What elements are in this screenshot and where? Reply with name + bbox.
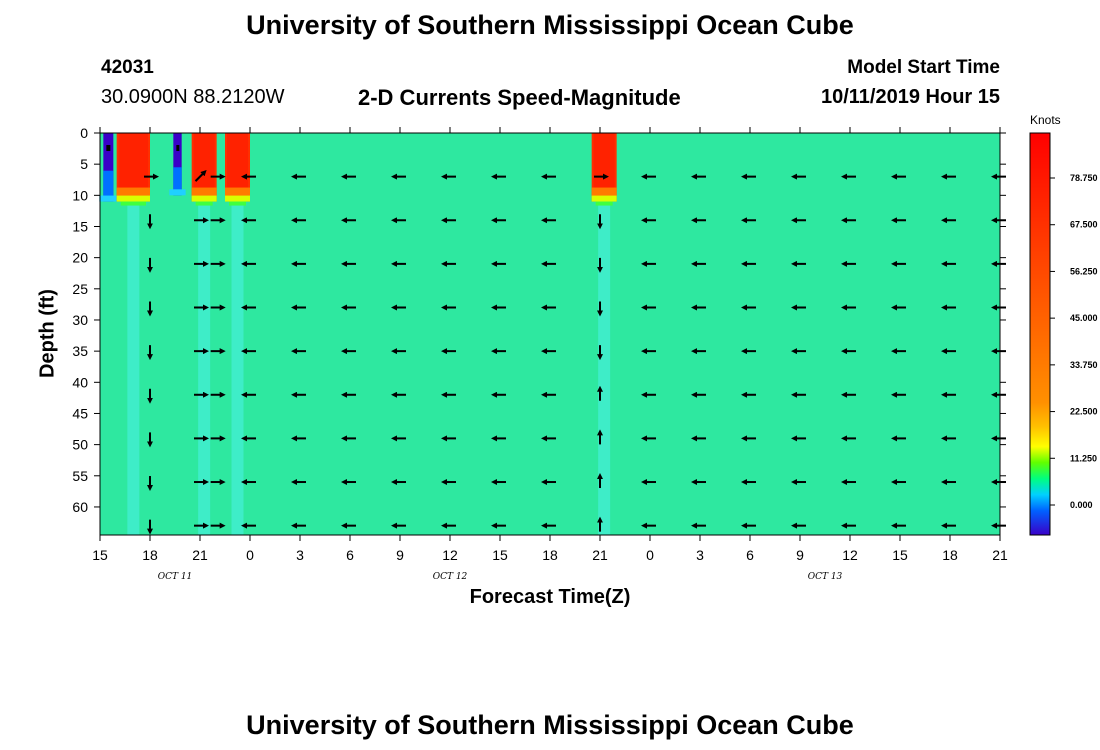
high-speed-cell: [195, 201, 213, 206]
low-speed-cell: [103, 133, 114, 202]
high-speed-cell: [191, 187, 217, 196]
colorbar: 78.750 67.500 56.250 45.000 33.750 22.500 11.2…: [1029, 132, 1098, 536]
x-tick-label: 9: [796, 547, 804, 563]
x-date-label: OCT 12: [433, 572, 468, 582]
x-tick-label: 0: [646, 547, 654, 563]
y-tick-label: 25: [72, 281, 88, 297]
high-speed-cell: [227, 133, 248, 188]
high-speed-cell: [591, 187, 617, 196]
y-tick-label: 20: [72, 250, 88, 266]
high-speed-cell: [118, 133, 148, 188]
station-id: 42031: [101, 57, 154, 78]
high-speed-cell: [191, 195, 217, 202]
x-axis-label: Forecast Time(Z): [469, 586, 631, 608]
current-vector: [194, 170, 207, 182]
y-tick-label: 5: [80, 156, 88, 172]
colorbar-tick-label: 67.500: [1070, 220, 1098, 230]
colorbar-unit-label: Knots: [1030, 113, 1061, 127]
low-speed-cell: [103, 170, 114, 202]
low-speed-cell: [176, 145, 180, 151]
colorbar-tick-label: 22.500: [1070, 407, 1098, 417]
page-title: University of Southern Mississippi Ocean…: [246, 10, 854, 40]
colorbar-tick-label: 11.250: [1070, 453, 1097, 463]
model-start-value: 10/11/2019 Hour 15: [820, 86, 1000, 108]
y-axis-label: Depth (ft): [36, 289, 59, 378]
y-tick-label: 40: [72, 374, 88, 390]
high-speed-cell: [225, 195, 250, 202]
heatmap-streak: [127, 201, 140, 535]
colorbar-tick-label: 45.000: [1070, 313, 1098, 323]
colorbar-tick-label: 56.250: [1070, 266, 1098, 276]
x-tick-label: 12: [842, 547, 858, 563]
x-date-label: OCT 11: [158, 572, 193, 582]
low-speed-cell: [99, 195, 118, 202]
y-tick-label: 60: [72, 499, 88, 515]
high-speed-cell: [116, 187, 150, 196]
x-tick-label: 21: [992, 547, 1008, 563]
y-tick-label: 30: [72, 312, 88, 328]
x-tick-label: 21: [592, 547, 608, 563]
vector-field: [144, 170, 1006, 535]
high-speed-cell: [593, 133, 615, 188]
high-speed-patch: [191, 133, 217, 206]
x-tick-label: 18: [942, 547, 958, 563]
model-start-label: Model Start Time: [847, 57, 1000, 78]
high-speed-cell: [229, 201, 246, 206]
heatmap-streak: [231, 201, 244, 535]
colorbar-tick-label: 0.000: [1070, 500, 1093, 510]
y-tick-label: 15: [72, 218, 88, 234]
low-speed-cell: [173, 167, 182, 196]
heatmap-area: [99, 133, 1000, 535]
high-speed-patch: [591, 133, 617, 206]
x-tick-label: 15: [92, 547, 108, 563]
high-speed-cell: [120, 201, 146, 206]
x-tick-label: 6: [346, 547, 354, 563]
high-speed-patch: [225, 133, 250, 206]
x-tick-label: 18: [542, 547, 558, 563]
x-tick-label: 3: [696, 547, 704, 563]
low-speed-column: [169, 133, 186, 196]
low-speed-cell: [169, 189, 186, 196]
x-tick-label: 18: [142, 547, 158, 563]
y-tick-label: 35: [72, 343, 88, 359]
colorbar-gradient: [1029, 132, 1051, 536]
colorbar-tick-label: 78.750: [1070, 173, 1098, 183]
low-speed-cell: [106, 145, 111, 151]
y-tick-label: 10: [72, 187, 88, 203]
plot-title: 2-D Currents Speed-Magnitude: [358, 85, 681, 110]
high-speed-cell: [225, 187, 250, 196]
x-tick-label: 21: [192, 547, 208, 563]
station-coords: 30.0900N 88.2120W: [101, 86, 285, 108]
x-tick-label: 6: [746, 547, 754, 563]
x-tick-label: 12: [442, 547, 458, 563]
high-speed-cell: [116, 195, 150, 202]
x-tick-label: 9: [396, 547, 404, 563]
x-tick-label: 15: [492, 547, 508, 563]
y-tick-label: 0: [80, 125, 88, 141]
x-tick-label: 15: [892, 547, 908, 563]
high-speed-cell: [591, 195, 617, 202]
high-speed-patch: [116, 133, 150, 206]
low-speed-column: [99, 133, 118, 202]
x-date-label: OCT 13: [808, 572, 843, 582]
y-tick-label: 45: [72, 405, 88, 421]
high-speed-cell: [595, 201, 613, 206]
footer-title: University of Southern Mississippi Ocean…: [246, 710, 854, 740]
heatmap-streak: [598, 201, 611, 535]
y-tick-label: 50: [72, 437, 88, 453]
heatmap-streak: [198, 201, 211, 535]
colorbar-tick-label: 33.750: [1070, 360, 1098, 370]
y-tick-label: 55: [72, 468, 88, 484]
x-tick-label: 0: [246, 547, 254, 563]
low-speed-cell: [173, 133, 182, 196]
high-speed-cell: [193, 133, 215, 188]
x-tick-label: 3: [296, 547, 304, 563]
